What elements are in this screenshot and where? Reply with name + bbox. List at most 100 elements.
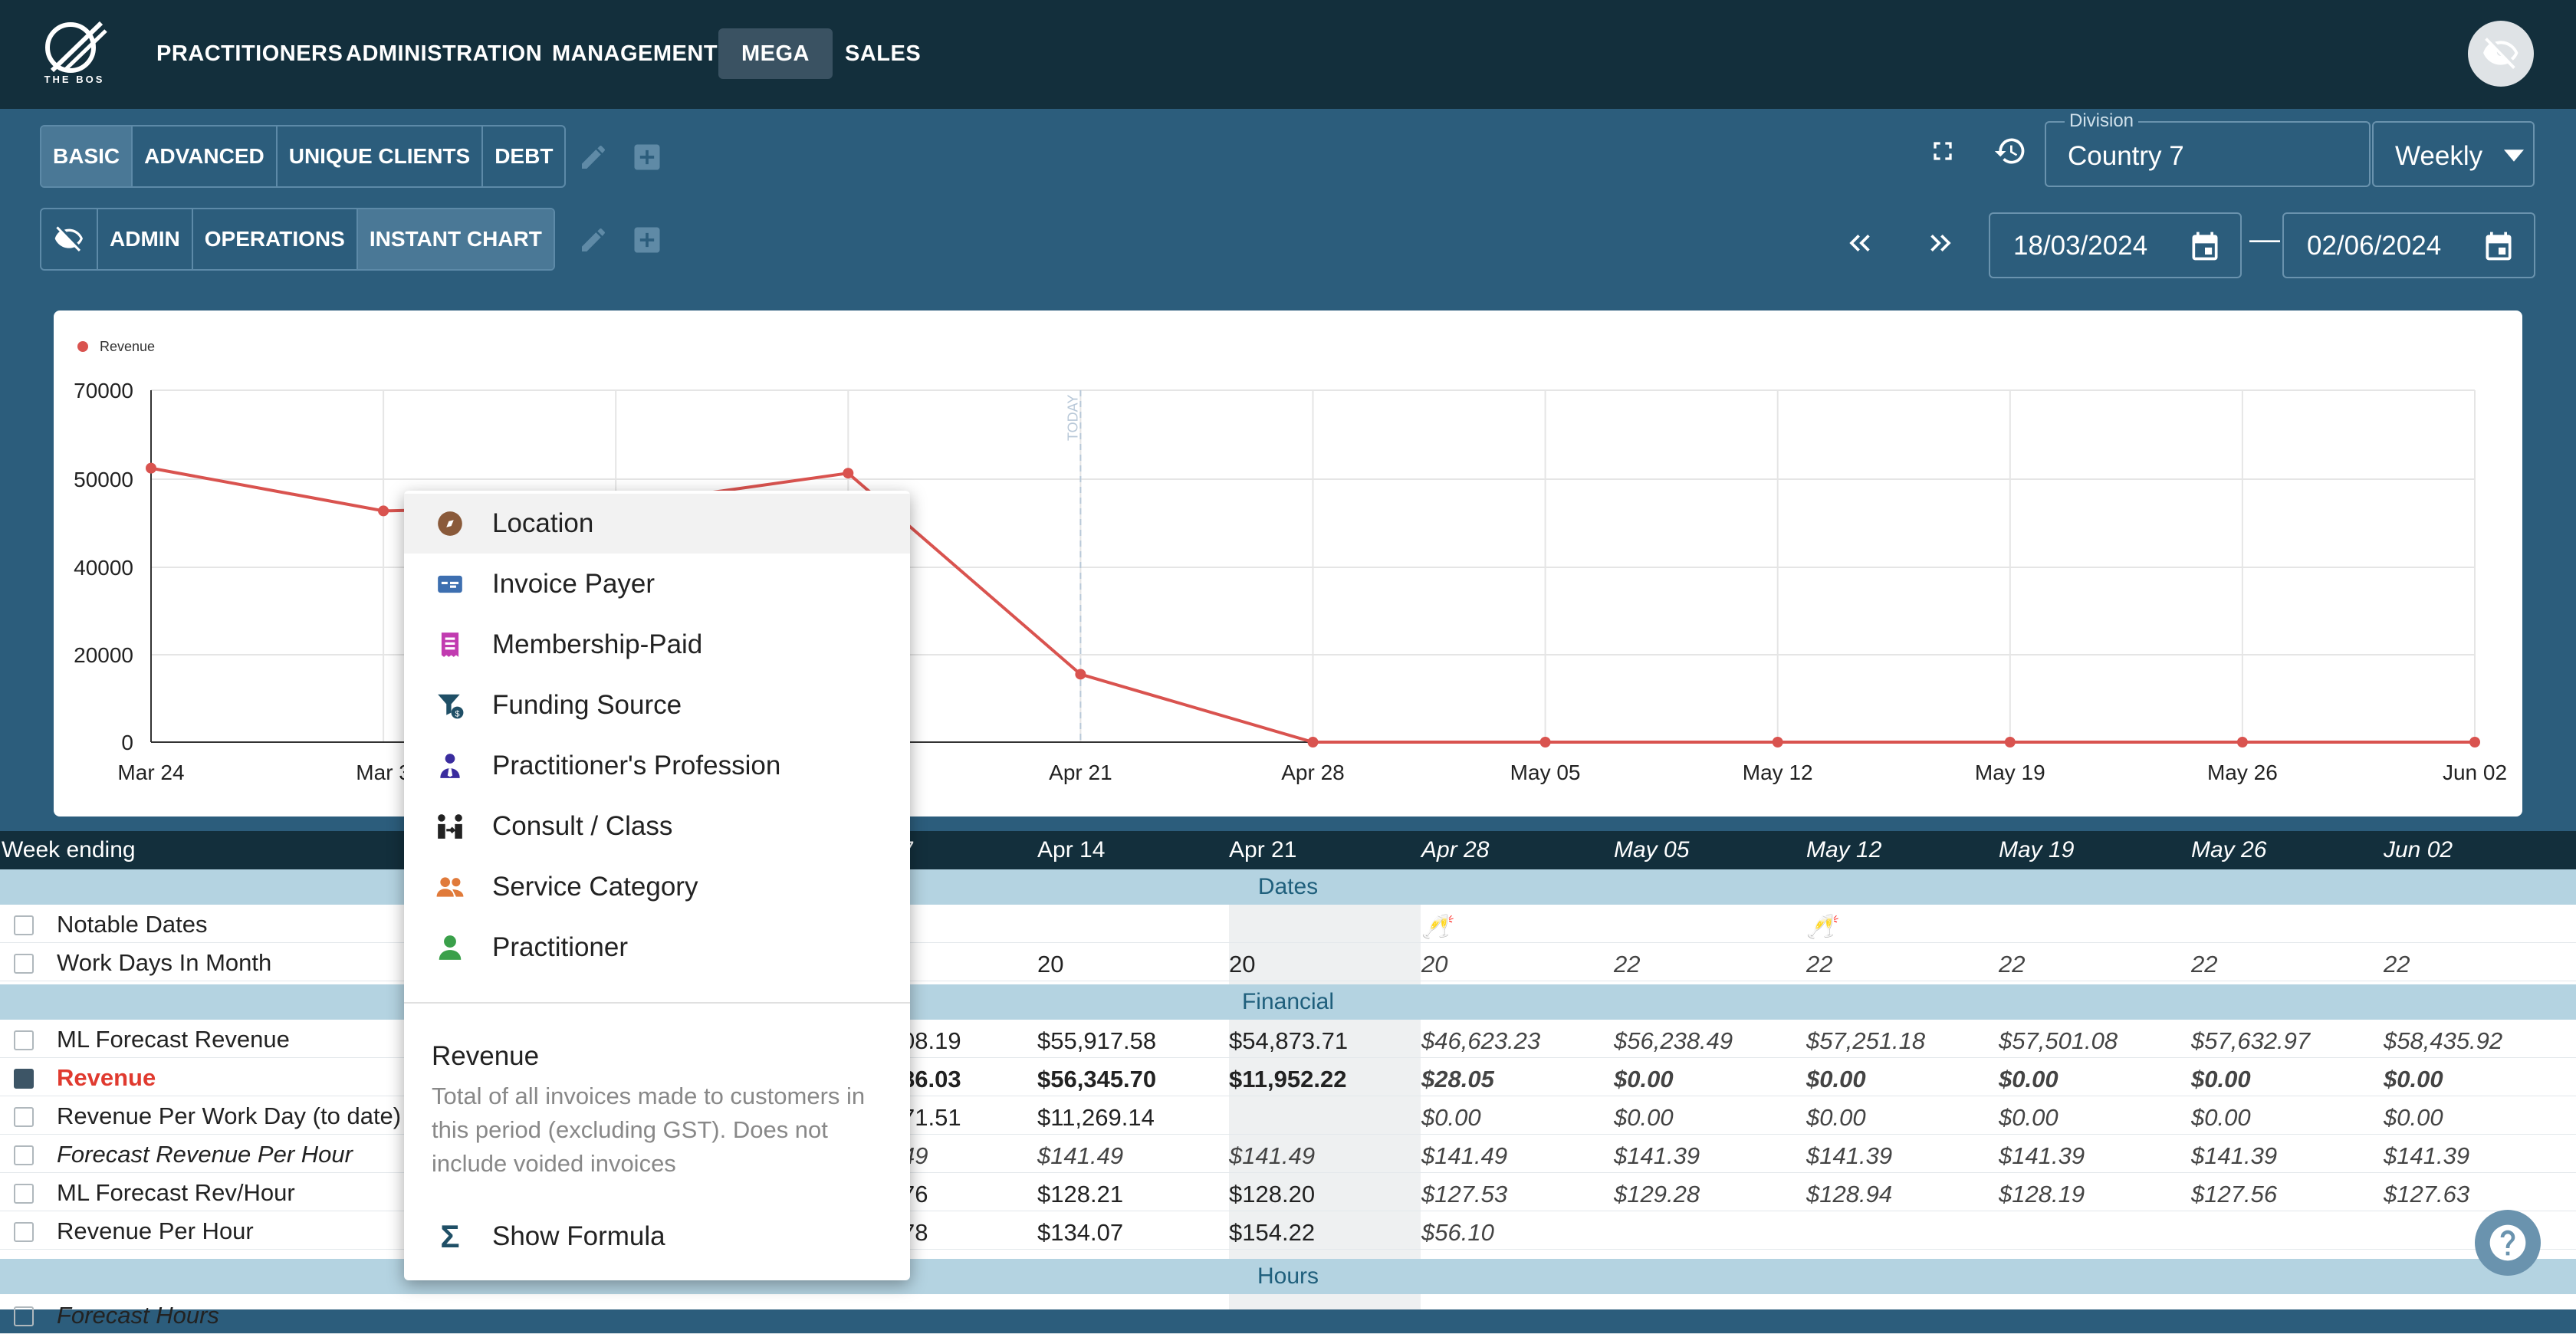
y-tick-label: 0 bbox=[121, 731, 133, 754]
table-cell: $127.53 bbox=[1421, 1181, 1508, 1208]
menu-item-practitioner[interactable]: Practitioner bbox=[404, 918, 910, 978]
table-cell: 22 bbox=[1806, 951, 1833, 978]
row-chart-toggle-icon[interactable] bbox=[14, 954, 34, 974]
menu-item-label: Membership-Paid bbox=[492, 629, 703, 659]
eye-off-icon bbox=[54, 226, 83, 251]
basic-button[interactable]: BASIC bbox=[41, 127, 133, 186]
section-hours: Hours bbox=[0, 1259, 2576, 1294]
add-report-button[interactable] bbox=[630, 140, 664, 174]
svg-text:$: $ bbox=[455, 709, 459, 718]
group-icon bbox=[435, 872, 465, 902]
row-chart-toggle-icon[interactable] bbox=[14, 1184, 34, 1204]
y-tick-label: 20000 bbox=[74, 643, 133, 667]
nav-management[interactable]: MANAGEMENT bbox=[552, 41, 718, 66]
row-chart-toggle-icon[interactable] bbox=[14, 1069, 34, 1089]
table-cell: 🥂 bbox=[1421, 913, 1451, 940]
table-cell: $128.20 bbox=[1229, 1181, 1316, 1208]
advanced-button[interactable]: ADVANCED bbox=[133, 127, 278, 186]
data-point bbox=[1075, 669, 1086, 680]
hide-button[interactable] bbox=[41, 209, 98, 269]
table-cell: 22 bbox=[1999, 951, 2026, 978]
table-cell: $134.07 bbox=[1037, 1219, 1124, 1246]
table-cell: 20 bbox=[1037, 951, 1064, 978]
unique-clients-button[interactable]: UNIQUE CLIENTS bbox=[278, 127, 484, 186]
row-label: Revenue bbox=[57, 1064, 156, 1091]
table-cell: $141.39 bbox=[2191, 1142, 2278, 1169]
data-point bbox=[146, 462, 156, 474]
previous-period-button[interactable] bbox=[1844, 226, 1878, 260]
date-to-value: 02/06/2024 bbox=[2307, 231, 2442, 261]
table-cell: $141.39 bbox=[2384, 1142, 2470, 1169]
table-cell: $57,632.97 bbox=[2191, 1027, 2311, 1054]
period-select[interactable]: Weekly bbox=[2372, 121, 2535, 187]
data-table: Week ending 7 Apr 14 Apr 21 Apr 28 May 0… bbox=[0, 831, 2576, 1334]
section-financial: Financial bbox=[0, 984, 2576, 1020]
eye-off-icon bbox=[2483, 38, 2518, 69]
table-row[interactable]: ML Forecast Rev/Hour 76 $128.21 $128.20 $127… bbox=[0, 1173, 2576, 1211]
table-cell: $128.94 bbox=[1806, 1181, 1893, 1208]
table-cell: $129.28 bbox=[1614, 1181, 1700, 1208]
header-col: Apr 14 bbox=[1037, 837, 1106, 863]
table-row[interactable]: ML Forecast Revenue 08.19 $55,917.58 $54,87… bbox=[0, 1020, 2576, 1058]
table-row[interactable]: Revenue 86.03 $56,345.70 $11,952.22 $28.05 $0… bbox=[0, 1058, 2576, 1096]
bos-logo[interactable] bbox=[38, 17, 107, 87]
history-button[interactable] bbox=[1993, 134, 2027, 168]
menu-item-consult-class[interactable]: Consult / Class bbox=[404, 797, 910, 856]
edit-report-button[interactable] bbox=[577, 140, 610, 174]
nav-administration[interactable]: ADMINISTRATION bbox=[346, 41, 543, 66]
menu-item-funding-source[interactable]: $ Funding Source bbox=[404, 675, 910, 735]
nav-practitioners[interactable]: PRACTITIONERS bbox=[156, 41, 343, 66]
row-chart-toggle-icon[interactable] bbox=[14, 1222, 34, 1242]
table-row[interactable]: Revenue Per Work Day (to date) 71.51 $11,2… bbox=[0, 1096, 2576, 1135]
next-period-button[interactable] bbox=[1923, 226, 1957, 260]
today-label: TODAY bbox=[1065, 395, 1080, 441]
funnel-dollar-icon: $ bbox=[435, 690, 465, 721]
row-chart-toggle-icon[interactable] bbox=[14, 1107, 34, 1127]
header-col: Apr 21 bbox=[1229, 837, 1297, 863]
table-row[interactable]: Forecast Hours bbox=[0, 1296, 2576, 1334]
table-cell: $141.49 bbox=[1229, 1142, 1316, 1169]
data-point bbox=[2004, 737, 2016, 748]
data-point bbox=[378, 505, 389, 517]
operations-button[interactable]: OPERATIONS bbox=[193, 209, 358, 269]
table-row[interactable]: Work Days In Month 20 20 20 22 22 22 22 22 bbox=[0, 943, 2576, 981]
debt-button[interactable]: DEBT bbox=[495, 144, 554, 168]
y-tick-label: 40000 bbox=[74, 556, 133, 580]
row-chart-toggle-icon[interactable] bbox=[14, 915, 34, 935]
table-row[interactable]: Revenue Per Hour 78 $134.07 $154.22 $56.10 bbox=[0, 1211, 2576, 1250]
data-point bbox=[2236, 737, 2248, 748]
date-to-field[interactable]: 02/06/2024 bbox=[2282, 212, 2535, 278]
menu-item-membership-paid[interactable]: Membership-Paid bbox=[404, 615, 910, 675]
menu-item-location[interactable]: Location bbox=[404, 494, 910, 554]
x-tick-label: Apr 28 bbox=[1281, 761, 1345, 784]
row-chart-toggle-icon[interactable] bbox=[14, 1145, 34, 1165]
menu-item-label: Invoice Payer bbox=[492, 569, 656, 599]
today-column-highlight bbox=[1229, 905, 1421, 1309]
help-icon bbox=[2489, 1224, 2526, 1261]
nav-mega[interactable]: MEGA bbox=[718, 28, 833, 79]
admin-button[interactable]: ADMIN bbox=[98, 209, 193, 269]
card-icon bbox=[435, 569, 465, 600]
help-button[interactable] bbox=[2475, 1210, 2541, 1276]
date-from-field[interactable]: 18/03/2024 bbox=[1989, 212, 2242, 278]
add-view-button[interactable] bbox=[630, 223, 664, 257]
instant-chart-button[interactable]: INSTANT CHART bbox=[357, 209, 554, 269]
menu-item-service-category[interactable]: Service Category bbox=[404, 857, 910, 917]
row-chart-toggle-icon[interactable] bbox=[14, 1030, 34, 1050]
menu-item-invoice-payer[interactable]: Invoice Payer bbox=[404, 554, 910, 614]
fullscreen-button[interactable] bbox=[1926, 134, 1960, 168]
fullscreen-icon bbox=[1934, 142, 1952, 160]
division-select[interactable]: Division Country 7 bbox=[2045, 110, 2371, 187]
nav-sales[interactable]: SALES bbox=[845, 41, 922, 66]
row-label: ML Forecast Rev/Hour bbox=[57, 1179, 295, 1206]
menu-item-practitioner-s-profession[interactable]: Practitioner's Profession bbox=[404, 736, 910, 796]
show-formula-item[interactable]: Σ Show Formula bbox=[404, 1207, 910, 1267]
table-cell: 20 bbox=[1421, 951, 1448, 978]
privacy-toggle-button[interactable] bbox=[2468, 21, 2534, 87]
table-cell: $128.21 bbox=[1037, 1181, 1124, 1208]
edit-view-button[interactable] bbox=[577, 223, 610, 257]
table-row[interactable]: Notable Dates 🥂 🥂 bbox=[0, 905, 2576, 943]
x-tick-label: Jun 02 bbox=[2443, 761, 2507, 784]
table-cell: $0.00 bbox=[2191, 1066, 2251, 1092]
table-row[interactable]: Forecast Revenue Per Hour 49 $141.49 $141.4… bbox=[0, 1135, 2576, 1173]
